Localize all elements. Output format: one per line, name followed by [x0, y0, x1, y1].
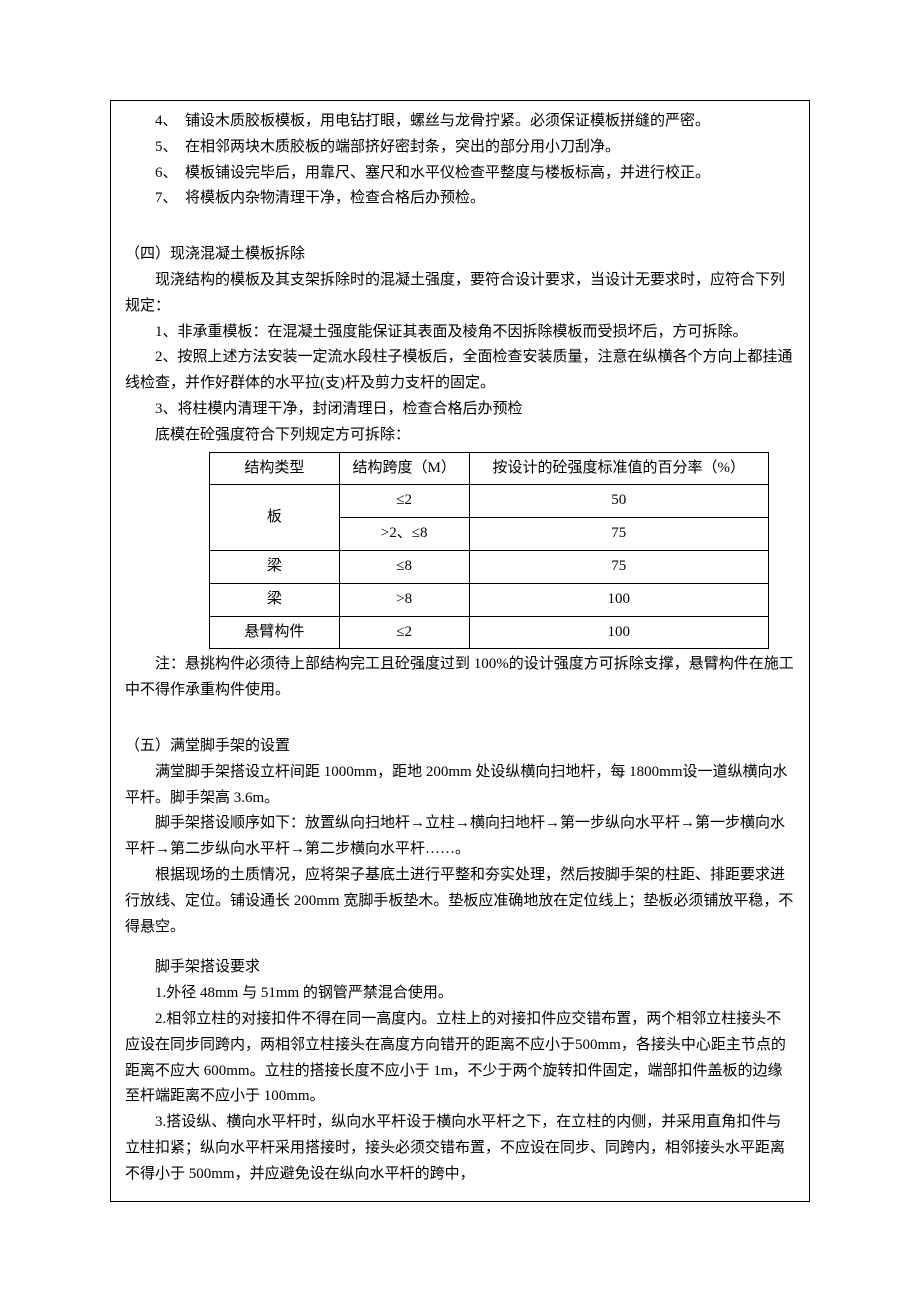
- th-structure-type: 结构类型: [210, 452, 340, 485]
- cell-span: ≤2: [339, 616, 469, 649]
- section-5-p2: 脚手架搭设顺序如下：放置纵向扫地杆→立柱→横向扫地杆→第一步纵向水平杆→第一步横…: [125, 811, 795, 863]
- section-5-p1: 满堂脚手架搭设立杆间距 1000mm，距地 200mm 处设纵横向扫地杆，每 1…: [125, 760, 795, 812]
- cell-span: >8: [339, 583, 469, 616]
- section-4-p2: 1、非承重模板：在混凝土强度能保证其表面及棱角不因拆除模板而受损坏后，方可拆除。: [125, 320, 795, 346]
- req-2: 2.相邻立柱的对接扣件不得在同一高度内。立柱上的对接扣件应交错布置，两个相邻立柱…: [125, 1007, 795, 1110]
- cell-type: 悬臂构件: [210, 616, 340, 649]
- table-row: 梁 >8 100: [210, 583, 769, 616]
- table-body: 板 ≤2 50 >2、≤8 75 梁 ≤8 75 梁 >8 100: [210, 485, 769, 649]
- th-span: 结构跨度（M）: [339, 452, 469, 485]
- cell-span: ≤2: [339, 485, 469, 518]
- table-row: 梁 ≤8 75: [210, 550, 769, 583]
- section-4-heading: （四）现浇混凝土模板拆除: [125, 242, 795, 268]
- spacer: [125, 212, 795, 227]
- cell-span: ≤8: [339, 550, 469, 583]
- cell-pct: 100: [469, 583, 768, 616]
- step-4: 4、 铺设木质胶板模板，用电钻打眼，螺丝与龙骨拧紧。必须保证模板拼缝的严密。: [125, 109, 795, 135]
- cell-type: 梁: [210, 550, 340, 583]
- section-5-p3: 根据现场的土质情况，应将架子基底土进行平整和夯实处理，然后按脚手架的柱距、排距要…: [125, 863, 795, 940]
- section-5-heading: （五）满堂脚手架的设置: [125, 734, 795, 760]
- step-6: 6、 模板铺设完毕后，用靠尺、塞尺和水平仪检查平整度与楼板标高，并进行校正。: [125, 161, 795, 187]
- req-3: 3.搭设纵、横向水平杆时，纵向水平杆设于横向水平杆之下，在立柱的内侧，并采用直角…: [125, 1110, 795, 1187]
- cell-pct: 100: [469, 616, 768, 649]
- cell-pct: 50: [469, 485, 768, 518]
- section-4-p3: 2、按照上述方法安装一定流水段柱子模板后，全面检查安装质量，注意在纵横各个方向上…: [125, 345, 795, 397]
- step-5: 5、 在相邻两块木质胶板的端部挤好密封条，突出的部分用小刀刮净。: [125, 135, 795, 161]
- section-5-subhead: 脚手架搭设要求: [125, 955, 795, 981]
- section-4-p4: 3、将柱模内清理干净，封闭清理日，检查合格后办预检: [125, 397, 795, 423]
- cell-span: >2、≤8: [339, 518, 469, 551]
- strength-table: 结构类型 结构跨度（M） 按设计的砼强度标准值的百分率（%） 板 ≤2 50 >…: [209, 452, 769, 650]
- table-note: 注：悬挑构件必须待上部结构完工且砼强度过到 100%的设计强度方可拆除支撑，悬臂…: [125, 652, 795, 704]
- table-intro: 底模在砼强度符合下列规定方可拆除：: [125, 423, 795, 449]
- table-row: 板 ≤2 50: [210, 485, 769, 518]
- spacer: [125, 704, 795, 719]
- page: 4、 铺设木质胶板模板，用电钻打眼，螺丝与龙骨拧紧。必须保证模板拼缝的严密。 5…: [0, 0, 920, 1302]
- section-4-p1: 现浇结构的模板及其支架拆除时的混凝土强度，要符合设计要求，当设计无要求时，应符合…: [125, 268, 795, 320]
- spacer: [125, 940, 795, 955]
- req-1: 1.外径 48mm 与 51mm 的钢管严禁混合使用。: [125, 981, 795, 1007]
- content-frame: 4、 铺设木质胶板模板，用电钻打眼，螺丝与龙骨拧紧。必须保证模板拼缝的严密。 5…: [110, 100, 810, 1202]
- cell-type: 板: [210, 485, 340, 551]
- th-percent: 按设计的砼强度标准值的百分率（%）: [469, 452, 768, 485]
- table-header-row: 结构类型 结构跨度（M） 按设计的砼强度标准值的百分率（%）: [210, 452, 769, 485]
- table-row: 悬臂构件 ≤2 100: [210, 616, 769, 649]
- cell-type: 梁: [210, 583, 340, 616]
- cell-pct: 75: [469, 550, 768, 583]
- cell-pct: 75: [469, 518, 768, 551]
- step-7: 7、 将模板内杂物清理干净，检查合格后办预检。: [125, 186, 795, 212]
